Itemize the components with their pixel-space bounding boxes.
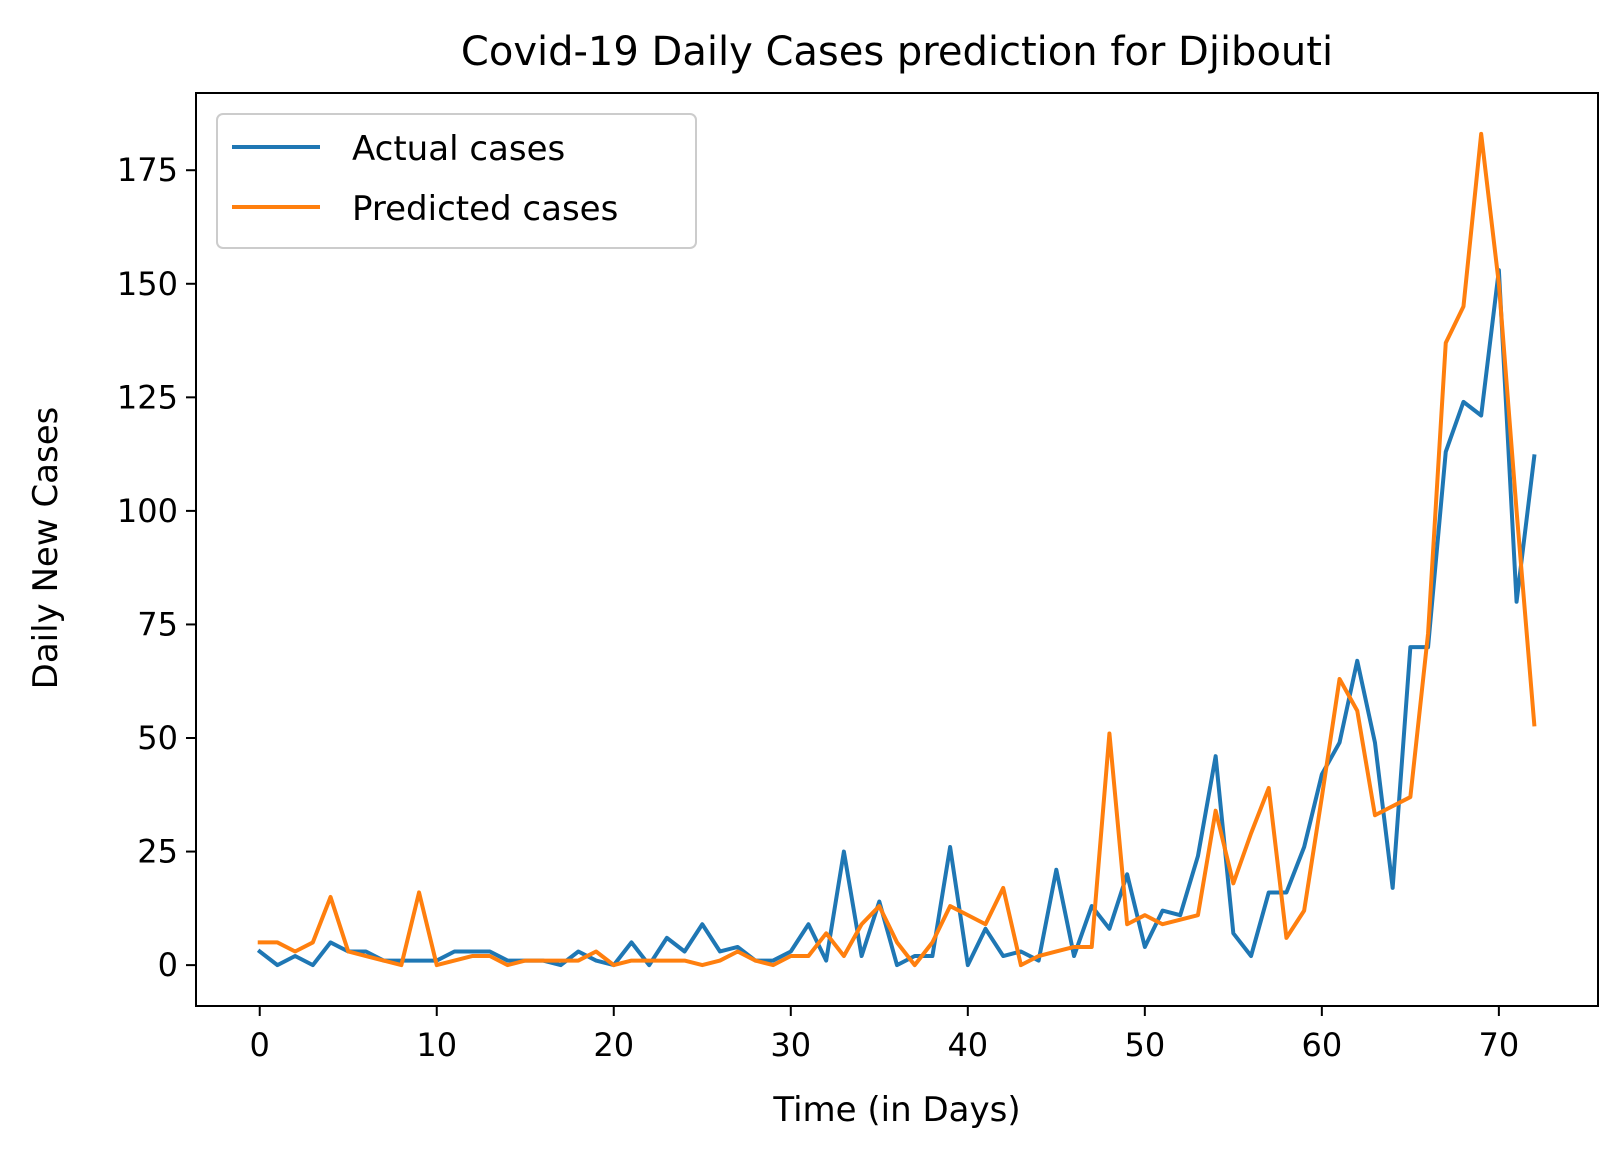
- y-tick-label: 75: [137, 605, 178, 643]
- series-layer: [256, 131, 1537, 968]
- x-tick-label: 70: [1479, 1026, 1520, 1064]
- x-tick-label: 60: [1301, 1026, 1342, 1064]
- x-tick-label: 30: [770, 1026, 811, 1064]
- legend-box: [216, 113, 697, 249]
- y-tick-label: 50: [137, 719, 178, 757]
- x-tick-label: 10: [416, 1026, 457, 1064]
- x-axis-ticks: 0 10 20 30 40 50 60 70: [250, 1006, 1520, 1064]
- y-tick-label: 0: [158, 946, 178, 984]
- y-axis-label: Daily New Cases: [26, 407, 66, 690]
- x-axis-label: Time (in Days): [772, 1090, 1020, 1130]
- y-tick-label: 25: [137, 833, 178, 871]
- chart-title: Covid-19 Daily Cases prediction for Djib…: [461, 29, 1333, 75]
- x-tick-label: 20: [593, 1026, 634, 1064]
- y-tick-label: 175: [117, 151, 178, 189]
- legend: Actual cases Predicted cases: [216, 113, 697, 249]
- x-tick-label: 40: [947, 1026, 988, 1064]
- y-tick-label: 125: [117, 378, 178, 416]
- plot-frame: [195, 92, 1599, 1007]
- legend-label-actual: Actual cases: [352, 129, 565, 169]
- series-line-predicted: [257, 131, 1537, 968]
- x-tick-label: 50: [1124, 1026, 1165, 1064]
- y-tick-label: 100: [117, 492, 178, 530]
- y-tick-label: 150: [117, 265, 178, 303]
- y-axis-ticks: 0 25 50 75 100 125 150 175: [117, 151, 196, 984]
- legend-label-predicted: Predicted cases: [352, 189, 618, 229]
- x-tick-label: 0: [250, 1026, 270, 1064]
- series-line-actual: [256, 268, 1537, 968]
